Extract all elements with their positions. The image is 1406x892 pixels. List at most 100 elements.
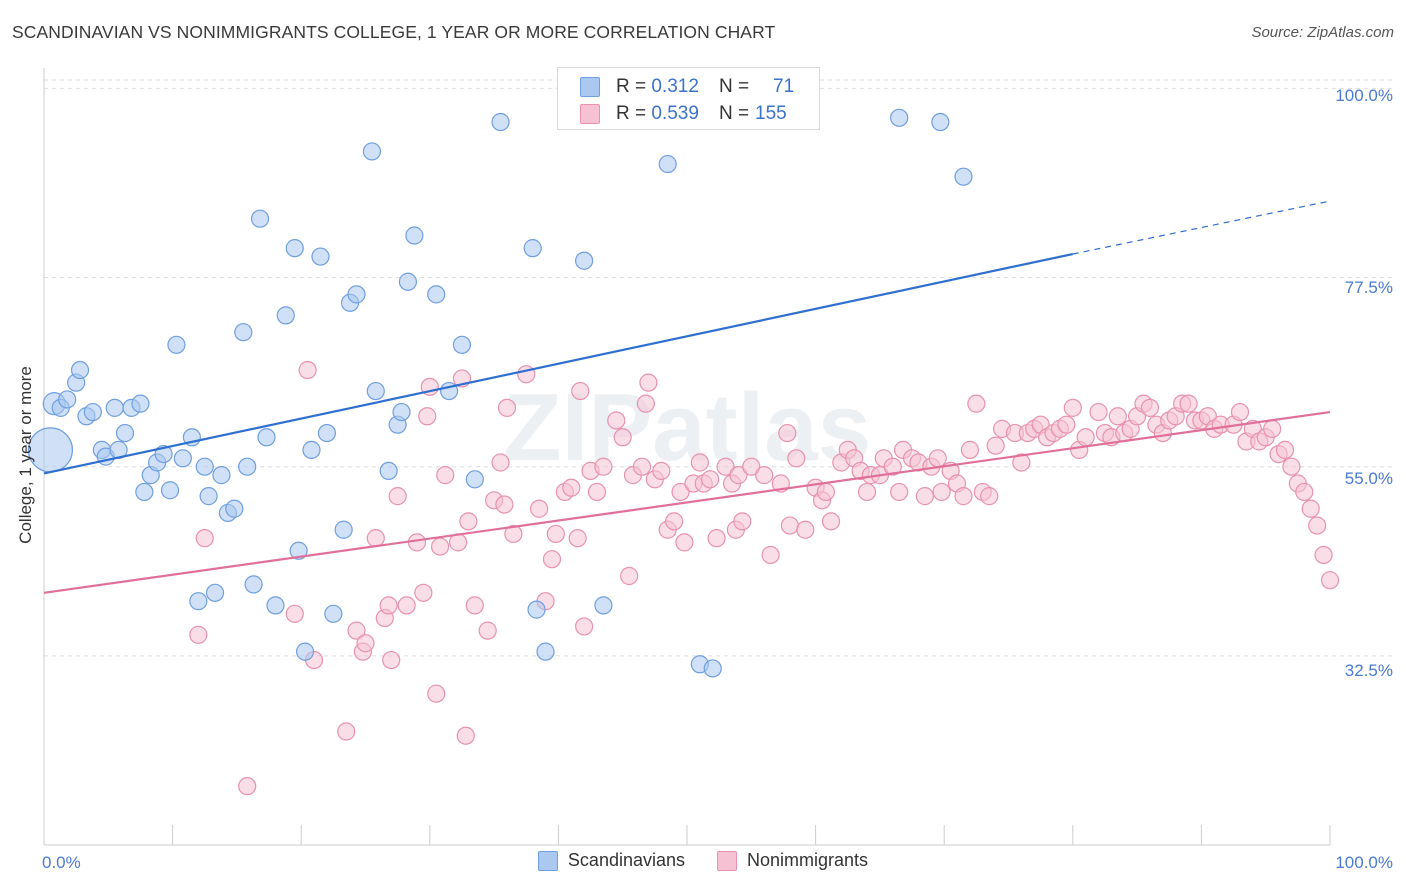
nonimmigrants-point [1314, 545, 1333, 565]
y-axis-label: College, 1 year or more [16, 366, 35, 544]
nonimmigrants-point [671, 482, 690, 502]
n-label: N = [718, 103, 750, 124]
nonimmigrants-point [497, 398, 517, 417]
n-value: 155 [755, 103, 787, 124]
nonimmigrants-point [356, 634, 375, 653]
nonimmigrants-point [1012, 453, 1031, 472]
nonimmigrants-point [1057, 415, 1076, 434]
nonimmigrants-point [414, 583, 433, 602]
nonimmigrants-point [665, 512, 684, 531]
legend-label: Nonimmigrants [747, 850, 869, 870]
nonimmigrants-point [571, 381, 590, 401]
watermark: ZIPatlas [503, 374, 871, 481]
scandinavians-point [523, 239, 542, 258]
scandinavians-point [311, 247, 330, 266]
scandinavians-point [205, 583, 225, 602]
legend-label: Scandinavians [567, 850, 686, 870]
scandinavians-point [398, 272, 418, 291]
scandinavians-point [276, 306, 295, 325]
nonimmigrants-point [707, 529, 726, 548]
scandinavians-point [954, 167, 973, 186]
scandinavians-point [295, 642, 315, 661]
legend-item-nonimmigrants[interactable]: Nonimmigrants [717, 850, 868, 871]
nonimmigrants-point [1275, 440, 1295, 459]
nonimmigrants-swatch [580, 104, 600, 124]
legend-item-scandinavians[interactable]: Scandinavians [537, 850, 686, 871]
nonimmigrants-point [1063, 398, 1082, 417]
nonimmigrants-point [542, 550, 562, 569]
scandinavians-point [199, 487, 218, 506]
scandinavians-swatch [537, 850, 558, 871]
nonimmigrants-point [1089, 402, 1108, 422]
nonimmigrants-point [620, 566, 639, 586]
scandinavians-point [234, 323, 253, 342]
r-value: 0.539 [651, 103, 699, 124]
scandinavians-point [115, 423, 135, 443]
scandinavians-point [58, 390, 77, 409]
nonimmigrants-point [1179, 394, 1198, 413]
nonimmigrants-point [954, 487, 973, 506]
nonimmigrants-point [594, 457, 613, 476]
nonimmigrants-point [456, 726, 475, 745]
nonimmigrants-point [195, 529, 214, 548]
nonimmigrants-point [298, 360, 317, 380]
scandinavians-point [427, 285, 446, 304]
trend-lines [43, 200, 1331, 594]
nonimmigrants-point [1301, 499, 1320, 518]
n-value: 71 [773, 76, 795, 97]
nonimmigrants-point [478, 621, 497, 640]
scandinavians-point [703, 659, 722, 678]
scandinavians-point [289, 541, 308, 560]
scandinavians-point [212, 466, 231, 485]
nonimmigrants-point [780, 516, 799, 535]
scandinavians-point [536, 642, 555, 661]
nonimmigrants-point [675, 533, 694, 552]
nonimmigrants-point [690, 453, 709, 472]
scandinavians-point [931, 112, 950, 132]
scandinavians-point [131, 394, 150, 413]
nonimmigrants-point [495, 495, 514, 514]
scandinavians-point [362, 142, 382, 161]
scandinavians-point [160, 481, 180, 500]
nonimmigrants-point [796, 520, 815, 539]
scandinavians-point [250, 209, 270, 228]
nonimmigrants-point [382, 650, 401, 670]
scandinavians-point [366, 381, 385, 401]
nonimmigrants-point [397, 596, 416, 615]
nonimmigrants-point [1230, 402, 1250, 422]
scandinavians-points [27, 75, 973, 678]
nonimmigrants-point [430, 537, 450, 556]
nonimmigrants-point [755, 466, 774, 485]
nonimmigrants-point [729, 466, 748, 485]
nonimmigrants-point [1308, 516, 1327, 535]
scandinavians-point [334, 520, 353, 539]
chart-title: SCANDINAVIAN VS NONIMMIGRANTS COLLEGE, 1… [12, 22, 776, 42]
nonimmigrants-point [607, 411, 626, 430]
nonimmigrants-point [1076, 428, 1095, 447]
nonimmigrants-point [857, 482, 877, 502]
nonimmigrants-point [636, 394, 655, 413]
scandinavians-point [285, 239, 304, 258]
scandinavians-point [302, 440, 321, 459]
nonimmigrants-point [436, 466, 455, 485]
stats-row-scandinavians: R = 0.312 N = 71 [580, 75, 794, 99]
nonimmigrants-point [504, 524, 523, 544]
nonimmigrants-swatch [717, 850, 738, 871]
nonimmigrants-point [915, 487, 935, 506]
nonimmigrants-point [347, 621, 366, 640]
nonimmigrants-point [787, 449, 806, 468]
scandinavians-trendline [43, 252, 1074, 475]
nonimmigrants-point [761, 545, 780, 565]
nonimmigrants-point [546, 524, 565, 544]
scandinavians-point [257, 428, 276, 447]
nonimmigrants-point [928, 449, 947, 468]
scandinavians-point [70, 360, 90, 380]
nonimmigrants-point [1263, 419, 1282, 438]
scandinavians-point [105, 398, 124, 417]
scandinavians-point [890, 108, 909, 127]
scandinavians-point [405, 226, 424, 245]
scandinavians-point [167, 335, 186, 354]
scandinavians-point [575, 251, 594, 270]
y-tick-label: 55.0% [1344, 469, 1393, 488]
nonimmigrants-point [816, 482, 835, 502]
